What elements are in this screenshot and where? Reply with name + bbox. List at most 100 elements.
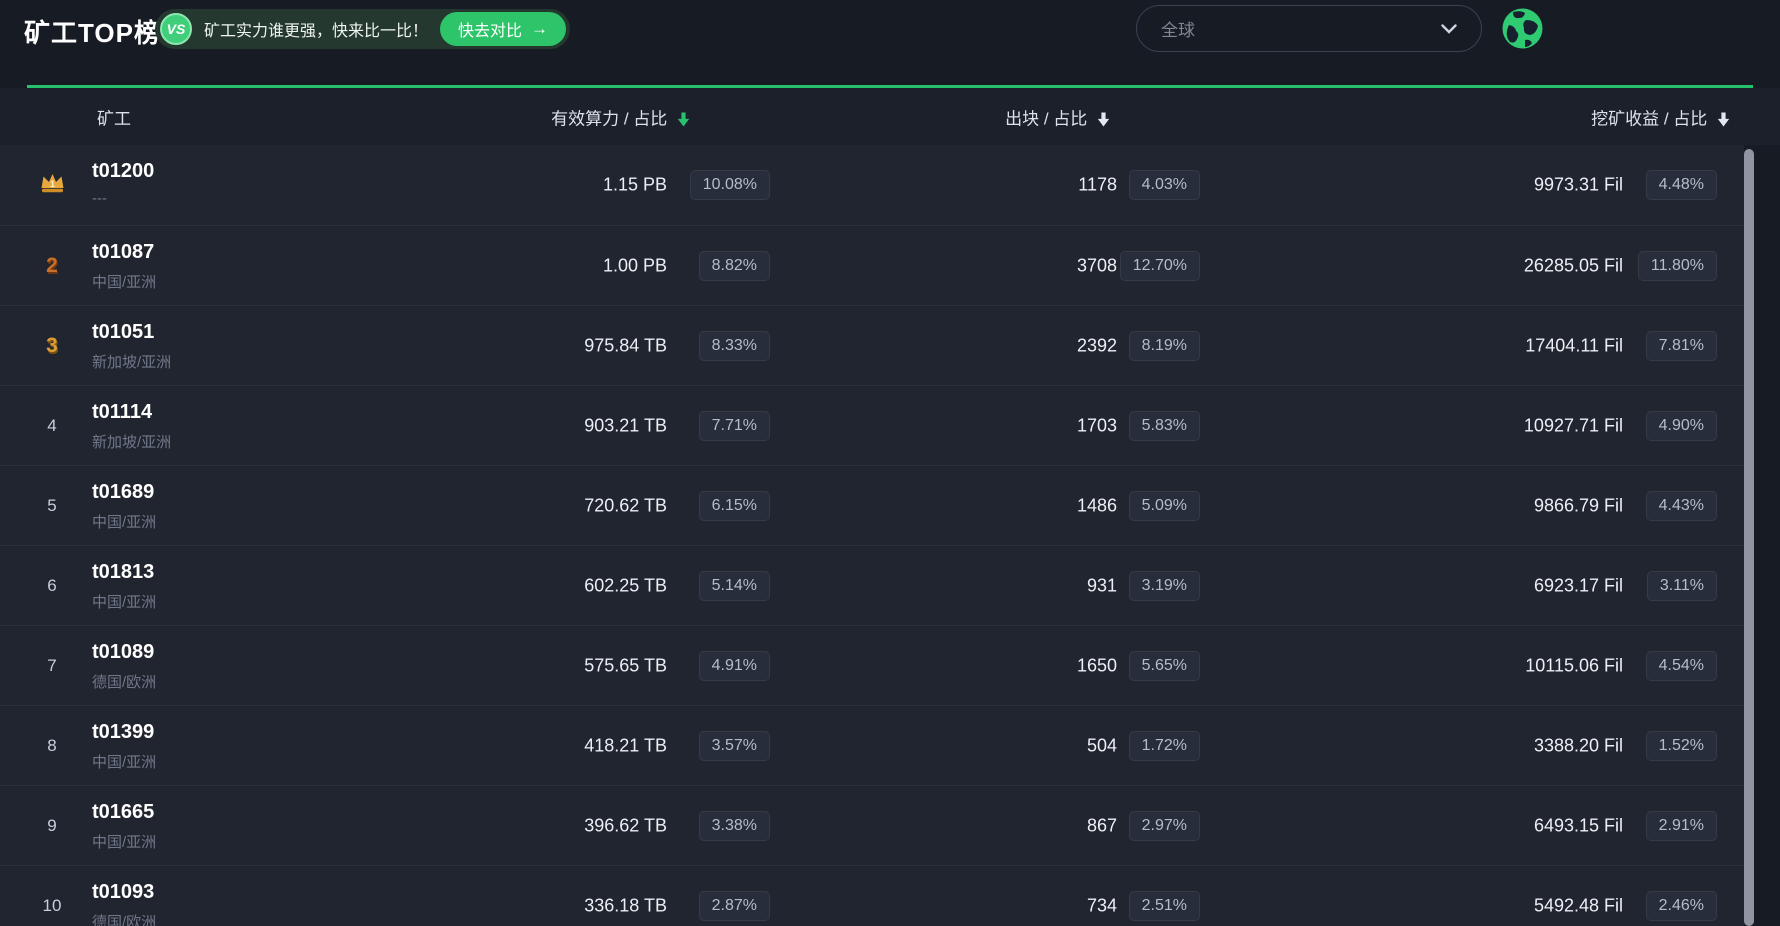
- table-row[interactable]: 10 t01093 德国/欧洲 336.18 TB 2.87% 734 2.51…: [0, 865, 1744, 926]
- rank-cell: 3: [30, 306, 74, 385]
- miner-id[interactable]: t01093: [92, 881, 155, 903]
- vertical-scrollbar[interactable]: [1744, 149, 1754, 926]
- page-title: 矿工TOP榜: [24, 18, 161, 48]
- blocks-value: 2392: [1076, 335, 1117, 355]
- reward-value: 6923.17 Fil: [1533, 575, 1623, 595]
- sort-desc-icon: [1717, 112, 1730, 126]
- column-header-reward[interactable]: 挖矿收益 / 占比: [1591, 104, 1730, 129]
- chevron-down-icon: [1441, 23, 1457, 34]
- miner-id[interactable]: t01114: [92, 401, 153, 423]
- power-share-badge: 2.87%: [698, 890, 770, 921]
- rank-cell: 7: [30, 626, 74, 705]
- blocks-share-badge: 8.19%: [1128, 330, 1200, 361]
- rank-number: 5: [47, 495, 57, 515]
- miner-location: 新加坡/亚洲: [92, 434, 172, 451]
- blocks-share-badge: 3.19%: [1128, 570, 1200, 601]
- blocks-share-badge: 2.97%: [1128, 810, 1200, 841]
- banner-text: 矿工实力谁更强，快来比一比！: [204, 23, 429, 40]
- power-share-badge: 6.15%: [698, 490, 770, 521]
- table-row[interactable]: 6 t01813 中国/亚洲 602.25 TB 5.14% 931 3.19%…: [0, 545, 1744, 625]
- power-share-badge: 7.71%: [698, 410, 770, 441]
- miner-id[interactable]: t01089: [92, 641, 155, 663]
- rank-cell: 6: [30, 546, 74, 625]
- blocks-value: 1486: [1076, 495, 1117, 515]
- miner-id[interactable]: t01665: [92, 801, 155, 823]
- reward-value: 9866.79 Fil: [1533, 495, 1623, 515]
- reward-share-badge: 4.43%: [1645, 490, 1717, 521]
- miner-id[interactable]: t01087: [92, 241, 155, 263]
- table-row[interactable]: 5 t01689 中国/亚洲 720.62 TB 6.15% 1486 5.09…: [0, 465, 1744, 545]
- blocks-value: 734: [1086, 895, 1117, 915]
- table-row[interactable]: 2 t01087 中国/亚洲 1.00 PB 8.82% 3708 12.70%…: [0, 225, 1744, 305]
- column-header-blocks[interactable]: 出块 / 占比: [1005, 104, 1110, 129]
- table-row[interactable]: 4 t01114 新加坡/亚洲 903.21 TB 7.71% 1703 5.8…: [0, 385, 1744, 465]
- reward-share-badge: 4.54%: [1645, 650, 1717, 681]
- reward-share-badge: 4.48%: [1645, 170, 1717, 200]
- miner-cell: t01689 中国/亚洲: [92, 481, 156, 532]
- reward-share-badge: 2.46%: [1645, 890, 1717, 921]
- sort-desc-icon: [1097, 112, 1110, 126]
- miner-location: 新加坡/亚洲: [92, 354, 172, 371]
- table-header: 矿工 有效算力 / 占比 出块 / 占比 挖矿收益 / 占比: [0, 88, 1780, 145]
- rank-number: 2: [46, 253, 58, 277]
- rank-cell: 2: [30, 226, 74, 305]
- go-compare-label: 快去对比: [458, 23, 523, 40]
- column-header-power-label: 有效算力 / 占比: [551, 109, 668, 128]
- miner-cell: t01665 中国/亚洲: [92, 801, 156, 852]
- blocks-share-badge: 12.70%: [1119, 250, 1200, 281]
- region-select[interactable]: 全球: [1136, 5, 1482, 52]
- table-row[interactable]: 3 t01051 新加坡/亚洲 975.84 TB 8.33% 2392 8.1…: [0, 305, 1744, 385]
- reward-share-badge: 3.11%: [1646, 570, 1717, 601]
- globe-icon[interactable]: [1501, 7, 1544, 50]
- power-value: 418.21 TB: [584, 735, 667, 755]
- table-row[interactable]: 9 t01665 中国/亚洲 396.62 TB 3.38% 867 2.97%…: [0, 785, 1744, 865]
- reward-share-badge: 1.52%: [1645, 730, 1717, 761]
- miner-id[interactable]: t01200: [92, 160, 155, 182]
- miner-cell: t01051 新加坡/亚洲: [92, 321, 171, 372]
- table-row[interactable]: 8 t01399 中国/亚洲 418.21 TB 3.57% 504 1.72%…: [0, 705, 1744, 785]
- blocks-value: 504: [1086, 735, 1117, 755]
- blocks-value: 931: [1086, 575, 1117, 595]
- rank-number: 9: [47, 815, 57, 835]
- reward-value: 17404.11 Fil: [1525, 335, 1623, 355]
- power-share-badge: 5.14%: [698, 570, 770, 601]
- miner-location: ---: [92, 190, 107, 207]
- right-arrow-icon: →: [531, 19, 549, 38]
- power-share-badge: 4.91%: [698, 650, 770, 681]
- vs-badge-icon: VS: [160, 13, 192, 45]
- miner-id[interactable]: t01813: [92, 561, 155, 583]
- blocks-share-badge: 5.65%: [1128, 650, 1200, 681]
- reward-share-badge: 2.91%: [1645, 810, 1717, 841]
- miner-cell: t01813 中国/亚洲: [92, 561, 156, 612]
- miner-location: 中国/亚洲: [92, 834, 157, 851]
- miner-location: 中国/亚洲: [92, 754, 157, 771]
- miner-cell: t01093 德国/欧洲: [92, 881, 156, 926]
- rank-cell: 5: [30, 466, 74, 545]
- table-row[interactable]: 1 t01200 --- 1.15 PB 10.08% 1178 4.03% 9…: [0, 145, 1744, 225]
- miner-id[interactable]: t01051: [92, 321, 155, 343]
- column-header-blocks-label: 出块 / 占比: [1005, 109, 1088, 128]
- rank-cell: 1: [30, 145, 74, 225]
- reward-value: 6493.15 Fil: [1533, 815, 1623, 835]
- miner-cell: t01114 新加坡/亚洲: [92, 401, 171, 452]
- go-compare-button[interactable]: 快去对比 →: [440, 12, 567, 46]
- power-value: 1.00 PB: [602, 255, 667, 275]
- sort-desc-icon: [677, 112, 690, 126]
- rank-number: 4: [47, 415, 57, 435]
- column-header-miner-label: 矿工: [97, 109, 131, 128]
- rank-number: 7: [47, 655, 57, 675]
- column-header-reward-label: 挖矿收益 / 占比: [1591, 109, 1708, 128]
- miner-location: 中国/亚洲: [92, 594, 157, 611]
- table-row[interactable]: 7 t01089 德国/欧洲 575.65 TB 4.91% 1650 5.65…: [0, 625, 1744, 705]
- power-value: 575.65 TB: [584, 655, 667, 675]
- svg-text:1: 1: [49, 179, 54, 189]
- blocks-value: 1703: [1076, 415, 1117, 435]
- miner-id[interactable]: t01399: [92, 721, 155, 743]
- blocks-value: 1650: [1076, 655, 1117, 675]
- miner-id[interactable]: t01689: [92, 481, 155, 503]
- rank-cell: 10: [30, 866, 74, 926]
- miner-cell: t01089 德国/欧洲: [92, 641, 156, 692]
- column-header-power[interactable]: 有效算力 / 占比: [551, 104, 690, 129]
- miner-location: 德国/欧洲: [92, 674, 157, 691]
- power-value: 720.62 TB: [584, 495, 667, 515]
